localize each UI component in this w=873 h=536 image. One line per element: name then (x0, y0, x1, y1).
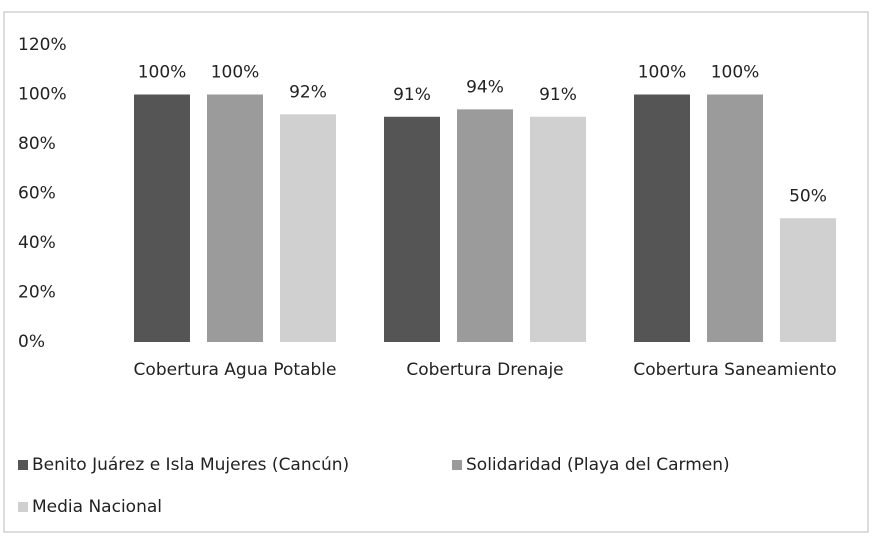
y-tick-label: 80% (18, 134, 56, 154)
legend-swatch (18, 502, 28, 512)
y-tick-label: 60% (18, 184, 56, 204)
bar (207, 94, 263, 342)
value-label: 100% (638, 63, 687, 83)
y-tick-label: 0% (18, 332, 45, 352)
bar (634, 94, 690, 342)
value-label: 100% (211, 63, 260, 83)
y-tick-label: 20% (18, 283, 56, 303)
value-label: 92% (289, 82, 327, 102)
value-label: 94% (466, 77, 504, 97)
bar (134, 94, 190, 342)
value-label: 50% (789, 186, 827, 206)
bar (280, 114, 336, 342)
legend-swatch (18, 460, 28, 470)
chart-border (3, 11, 869, 533)
legend-label: Solidaridad (Playa del Carmen) (466, 455, 730, 475)
legend-label: Media Nacional (32, 497, 162, 517)
y-tick-label: 40% (18, 233, 56, 253)
bar (707, 94, 763, 342)
legend-swatch (452, 460, 462, 470)
bar (384, 116, 440, 343)
value-label: 100% (138, 63, 187, 83)
x-tick-label: Cobertura Agua Potable (134, 360, 337, 380)
value-label: 91% (393, 85, 431, 105)
value-label: 100% (711, 63, 760, 83)
x-tick-label: Cobertura Drenaje (406, 360, 563, 380)
x-tick-label: Cobertura Saneamiento (633, 360, 836, 380)
y-tick-label: 100% (18, 85, 67, 105)
bar (457, 109, 513, 342)
bar (530, 116, 586, 343)
y-tick-label: 120% (18, 35, 67, 55)
value-label: 91% (539, 85, 577, 105)
bar (780, 218, 836, 342)
legend-label: Benito Juárez e Isla Mujeres (Cancún) (32, 455, 349, 475)
